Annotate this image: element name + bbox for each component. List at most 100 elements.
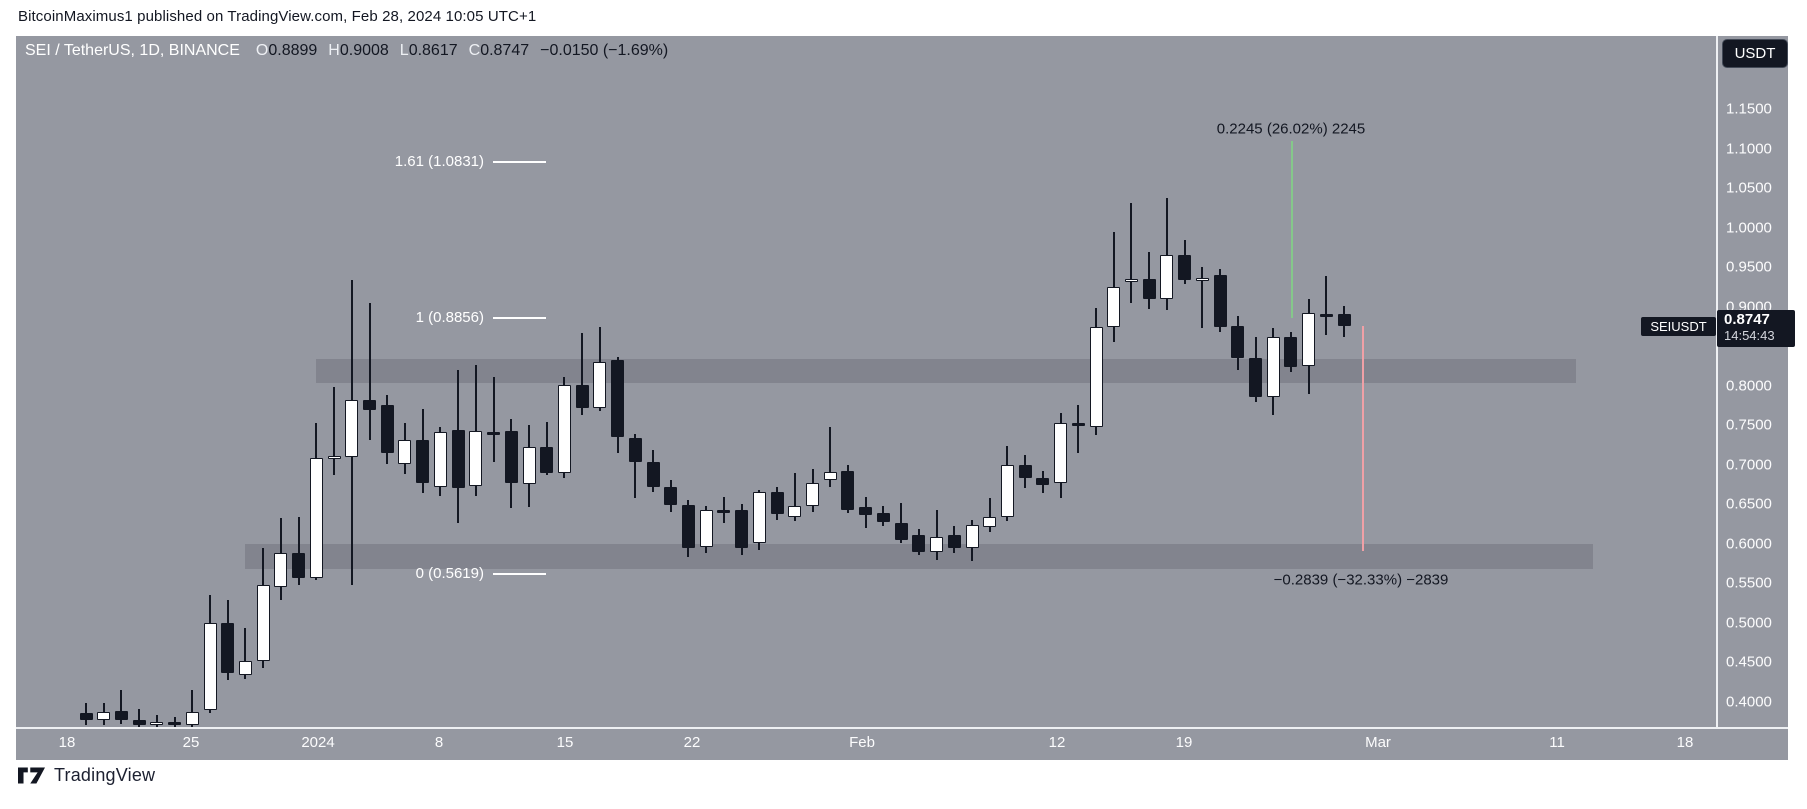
candle-body <box>983 517 997 527</box>
candle-body <box>699 509 713 547</box>
candle-body <box>1054 423 1068 484</box>
open-value: 0.8899 <box>268 42 318 59</box>
candle-body <box>930 537 944 553</box>
candle-body <box>664 486 678 505</box>
candle-body <box>309 458 323 579</box>
candle-body <box>770 492 784 515</box>
price-tick: 1.0500 <box>1726 179 1772 197</box>
candle-body <box>97 711 111 721</box>
resistance-zone <box>316 359 1576 384</box>
candle-wick <box>191 690 194 727</box>
candle-body <box>380 405 394 453</box>
candle-body <box>735 510 749 549</box>
candle-wick <box>634 434 637 498</box>
candle-body <box>185 711 199 726</box>
candle-body <box>504 431 518 483</box>
time-axis-separator <box>16 727 1788 729</box>
price-axis-separator <box>1716 36 1718 729</box>
time-tick: 18 <box>58 734 76 751</box>
fib-level-line <box>493 316 546 319</box>
candle-body <box>717 509 731 513</box>
candle-body <box>575 384 589 408</box>
candle-wick <box>793 473 796 522</box>
candle-body <box>823 472 837 480</box>
high-value: 0.9008 <box>339 42 389 59</box>
bar-countdown: 14:54:43 <box>1724 328 1775 343</box>
candle-body <box>1107 286 1121 328</box>
candle-body <box>150 722 164 726</box>
candle-wick <box>1077 405 1080 453</box>
candle-body <box>965 525 979 549</box>
candle-wick <box>1201 267 1204 328</box>
candle-body <box>1178 255 1192 280</box>
candle-body <box>522 447 536 485</box>
candle-body <box>1142 278 1156 299</box>
price-tick: 0.4500 <box>1726 653 1772 671</box>
symbol-title: SEI / TetherUS, 1D, BINANCE <box>25 42 240 59</box>
symbol-price-tag: SEIUSDT <box>1641 317 1716 336</box>
candle-body <box>256 584 270 662</box>
time-tick: Feb <box>849 734 875 751</box>
candle-body <box>806 483 820 506</box>
price-tick: 0.7500 <box>1726 416 1772 434</box>
chart-container: SEI / TetherUS, 1D, BINANCE O0.8899 H0.9… <box>16 36 1795 760</box>
chart-pane[interactable]: SEI / TetherUS, 1D, BINANCE O0.8899 H0.9… <box>16 36 1788 760</box>
candle-body <box>327 455 341 459</box>
fib-level: 1 (0.8856) <box>16 308 546 328</box>
candle-body <box>876 513 890 523</box>
candle-body <box>557 384 571 474</box>
fib-level-line <box>493 572 546 575</box>
time-tick: 8 <box>434 734 444 751</box>
time-tick: 11 <box>1549 734 1565 751</box>
candle-body <box>416 440 430 484</box>
candle-wick <box>581 332 584 415</box>
fib-level-label: 1 (0.8856) <box>415 309 484 327</box>
down-projection-label: −0.2839 (−32.33%) −2839 <box>1273 571 1449 589</box>
candle-body <box>469 431 483 486</box>
publish-caption: BitcoinMaximus1 published on TradingView… <box>18 8 537 25</box>
candle-body <box>451 429 465 489</box>
candle-body <box>1337 314 1351 327</box>
candle-wick <box>120 690 123 724</box>
candle-wick <box>935 509 938 561</box>
candle-body <box>433 432 447 487</box>
price-tick: 0.6500 <box>1726 495 1772 513</box>
low-label: L <box>399 42 409 59</box>
candle-body <box>1195 278 1209 282</box>
candle-body <box>168 722 182 726</box>
price-tick: 0.5000 <box>1726 614 1772 631</box>
tradingview-attribution[interactable]: TradingView <box>18 765 155 786</box>
candle-wick <box>829 426 832 487</box>
time-tick: Mar <box>1365 734 1391 751</box>
tradingview-wordmark: TradingView <box>54 765 156 785</box>
last-price-value: 0.8747 <box>1724 311 1770 328</box>
symbol-legend: SEI / TetherUS, 1D, BINANCE O0.8899 H0.9… <box>25 40 668 62</box>
candle-body <box>841 470 855 510</box>
time-tick: 15 <box>556 734 574 751</box>
candle-body <box>540 447 554 474</box>
price-tick: 1.0000 <box>1726 219 1772 236</box>
candle-body <box>1319 314 1333 318</box>
high-label: H <box>328 42 340 59</box>
last-price-tag: 0.8747 14:54:43 <box>1717 310 1795 347</box>
candle-body <box>788 506 802 517</box>
close-value: 0.8747 <box>480 42 530 59</box>
time-tick: 12 <box>1048 734 1066 751</box>
candle-body <box>398 440 412 465</box>
candle-body <box>1284 337 1298 367</box>
candle-body <box>1302 312 1316 366</box>
currency-toggle-button[interactable]: USDT <box>1722 39 1788 68</box>
price-tick: 1.1000 <box>1726 140 1772 157</box>
candle-body <box>487 432 501 436</box>
candle-body <box>646 462 660 487</box>
time-tick: 22 <box>683 734 701 751</box>
candle-wick <box>474 364 477 497</box>
candle-wick <box>368 302 371 440</box>
time-tick: 2024 <box>301 734 335 751</box>
price-tick: 0.5500 <box>1726 574 1772 592</box>
candle-wick <box>988 497 991 532</box>
price-tick: 0.4000 <box>1726 693 1772 710</box>
candle-wick <box>138 709 141 727</box>
candle-body <box>1160 255 1174 299</box>
candle-body <box>912 534 926 553</box>
